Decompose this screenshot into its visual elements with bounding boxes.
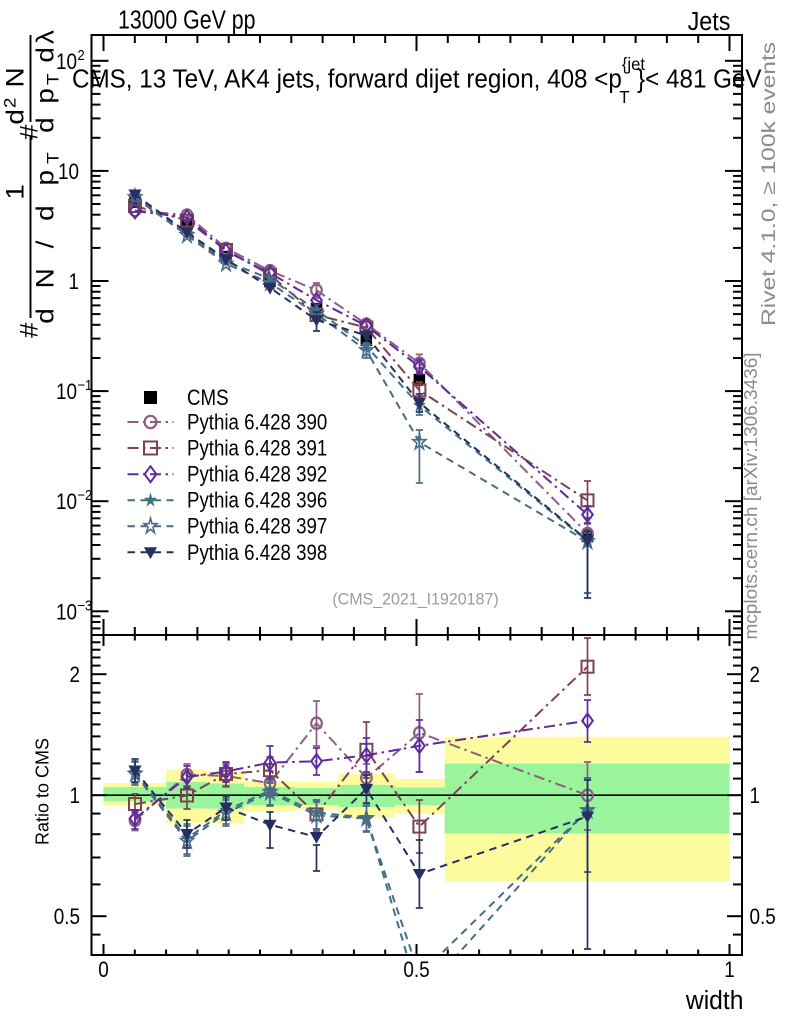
svg-text:1: 1	[1, 184, 29, 200]
svg-text:(CMS_2021_I1920187): (CMS_2021_I1920187)	[332, 590, 498, 608]
svg-text:0.5: 0.5	[750, 905, 776, 930]
svg-text:−3: −3	[78, 596, 93, 613]
svg-text:1: 1	[750, 784, 761, 809]
svg-text:1: 1	[724, 958, 735, 983]
svg-text:10: 10	[56, 380, 77, 405]
svg-text:−1: −1	[78, 376, 93, 393]
svg-text:Pythia 6.428 398: Pythia 6.428 398	[187, 541, 327, 565]
svg-text:2: 2	[750, 663, 761, 688]
svg-text:10: 10	[58, 160, 79, 185]
svg-text:1: 1	[69, 784, 80, 809]
svg-text:Pythia 6.428 397: Pythia 6.428 397	[187, 515, 327, 539]
svg-text:#: #	[15, 122, 43, 140]
svg-text:Jets: Jets	[688, 8, 731, 36]
svg-text:0.5: 0.5	[54, 905, 80, 930]
svg-text:mcplots.cern.ch [arXiv:1306.34: mcplots.cern.ch [arXiv:1306.3436]	[740, 352, 760, 639]
svg-text:#: #	[15, 320, 43, 338]
svg-text:Pythia 6.428 391: Pythia 6.428 391	[187, 437, 327, 461]
svg-text:Pythia 6.428 396: Pythia 6.428 396	[187, 489, 327, 513]
svg-text:d N / d pT: d N / d pT	[31, 152, 62, 323]
svg-text:10: 10	[56, 490, 77, 515]
svg-text:Pythia 6.428 390: Pythia 6.428 390	[187, 411, 327, 435]
svg-text:Ratio to CMS: Ratio to CMS	[33, 738, 53, 845]
svg-text:10: 10	[56, 49, 77, 74]
svg-text:0: 0	[98, 958, 109, 983]
svg-text:2: 2	[69, 663, 80, 688]
svg-text:10: 10	[56, 600, 77, 625]
svg-text:Rivet 4.1.0, ≥ 100k events: Rivet 4.1.0, ≥ 100k events	[758, 42, 780, 326]
svg-text:2: 2	[78, 46, 85, 63]
svg-text:d2N: d2N	[1, 67, 29, 124]
svg-text:CMS: CMS	[187, 387, 229, 411]
svg-text:width: width	[685, 986, 744, 1015]
svg-text:0.5: 0.5	[403, 958, 429, 983]
svg-text:Pythia 6.428 392: Pythia 6.428 392	[187, 463, 327, 487]
svg-text:−2: −2	[78, 486, 93, 503]
svg-text:13000 GeV pp: 13000 GeV pp	[118, 6, 255, 36]
svg-text:1: 1	[68, 270, 79, 295]
